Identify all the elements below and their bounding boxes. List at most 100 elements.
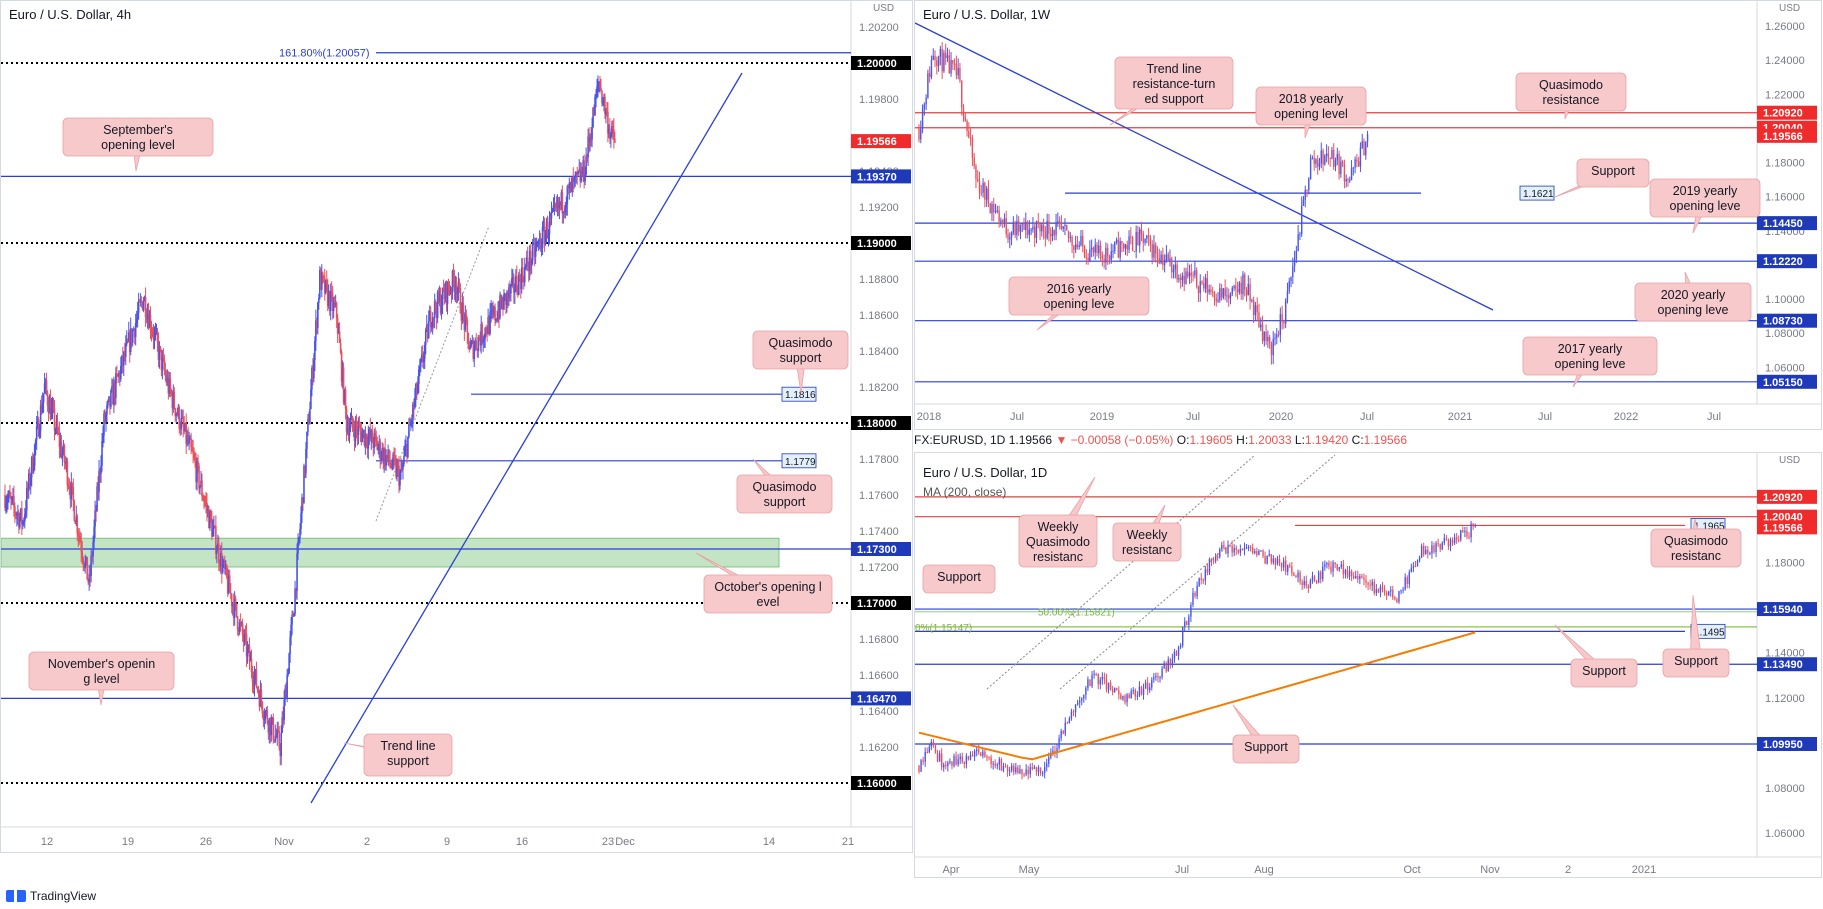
candle-4h-body [64, 462, 67, 464]
callout-box [922, 564, 996, 594]
price-tag-box [851, 776, 911, 790]
candle-4h-body [162, 357, 165, 360]
candle-4h-body [574, 174, 577, 178]
candle-1d-body [1453, 537, 1456, 544]
candle-1w-body [1308, 178, 1310, 191]
callout-box [1515, 72, 1627, 112]
candle-4h-body [540, 247, 543, 249]
candle-4h-body [356, 428, 359, 435]
candle-1d-body [1165, 663, 1167, 672]
candle-1w-body [994, 211, 997, 213]
chart-4h-panel[interactable]: 1.202001.198001.194001.192001.188001.186… [0, 0, 913, 853]
candle-4h-body [345, 408, 348, 432]
candle-4h-body [299, 528, 301, 538]
candle-1d-body [1332, 562, 1334, 572]
candle-4h-body [24, 510, 27, 515]
candle-1w-body [1356, 159, 1358, 162]
candle-4h-body [104, 413, 106, 422]
candle-4h-body [37, 419, 40, 437]
candle-1w-body [1341, 161, 1344, 166]
chart-1w-panel[interactable]: 1.26000 1.24000 1.22000 1.18000 1.16000 1.140… [914, 0, 1822, 430]
x-tick-label: Jul [1186, 411, 1200, 423]
candle-4h-body [239, 621, 242, 624]
candle-1d-body [1212, 560, 1215, 562]
candle-4h-body [546, 222, 549, 238]
candle-4h-body [285, 688, 287, 698]
tradingview-brand[interactable]: TradingView [6, 889, 96, 903]
candle-4h-body [443, 291, 446, 299]
candle-4h-body [61, 453, 64, 458]
open-label: O: [1176, 433, 1190, 447]
candle-4h-body [248, 646, 251, 662]
candle-1d-body [1433, 545, 1435, 553]
candle-4h-body [11, 497, 13, 500]
candle-1d-body [1064, 722, 1066, 734]
candle-1d-body [1169, 659, 1172, 666]
candle-1w-body [1350, 168, 1353, 180]
candle-4h-body [393, 454, 395, 459]
candle-1w-body [1000, 220, 1002, 222]
callout-line: Support [1674, 654, 1718, 668]
candle-1d-body [1048, 757, 1050, 764]
candle-4h-body [550, 212, 553, 219]
candle-1w-body [1224, 288, 1226, 296]
candle-4h-body [542, 226, 545, 228]
candle-4h-body [63, 445, 66, 463]
price-tag-box [851, 56, 911, 70]
candle-4h-body [52, 406, 55, 409]
candle-4h-body [462, 303, 465, 314]
candle-4h-body [158, 346, 161, 360]
candle-4h-body [303, 465, 305, 504]
candle-1d-body [1427, 549, 1429, 554]
candle-1d-body [1023, 774, 1025, 776]
candle-1d-body [1392, 589, 1394, 598]
y-tick-label: 1.18000 [1765, 158, 1805, 170]
candle-1w-body [1195, 270, 1198, 287]
candle-4h-body [348, 428, 351, 437]
candle-4h-body [207, 509, 209, 511]
price-tag: 1.12220 [1763, 256, 1803, 268]
candle-4h-body [458, 281, 461, 289]
candle-4h-body [74, 520, 77, 524]
callout-box [736, 474, 833, 514]
low-value: 1.19420 [1304, 433, 1349, 447]
candle-1w-body [1089, 249, 1091, 262]
x-tick-label: 9 [444, 836, 450, 848]
candle-4h-body [603, 96, 605, 103]
candle-4h-body [367, 436, 370, 449]
candle-4h-body [512, 277, 514, 279]
candle-4h-body [559, 202, 562, 206]
chart-1d-panel[interactable]: 1.18000 1.14000 1.12000 1.08000 1.06000 USD Ap… [914, 452, 1822, 878]
candle-4h-body [377, 447, 380, 451]
candle-4h-body [379, 440, 382, 460]
candle-1d-body [1130, 691, 1132, 699]
candle-1w-body [1236, 289, 1239, 293]
close-label: C: [1351, 433, 1364, 447]
y-tick-label: 1.16600 [859, 670, 899, 682]
candle-4h-body [485, 327, 487, 334]
candle-4h-body [263, 719, 266, 721]
candle-4h-body [81, 551, 84, 559]
candle-1d-body [1099, 679, 1101, 685]
candle-4h-body [361, 432, 364, 442]
candle-4h-body [152, 334, 155, 340]
candle-1d-body [1385, 592, 1388, 596]
price-tag: 1.19566 [1763, 522, 1803, 534]
candle-4h-body [558, 202, 561, 209]
candle-1d-body [1423, 545, 1425, 555]
candle-1d-body [1095, 673, 1097, 675]
tradingview-logo-icon [6, 890, 26, 902]
candle-1d-body [1237, 549, 1239, 553]
candle-4h-body [159, 346, 162, 350]
candle-1w-body [1258, 312, 1260, 328]
candle-4h-body [578, 169, 580, 172]
candle-1w-body [1067, 230, 1070, 238]
callout-line: support [764, 495, 806, 509]
candle-1w-body [1158, 258, 1160, 264]
candle-1w-body [1010, 232, 1013, 238]
candle-4h-body [143, 296, 146, 301]
candle-4h-body [537, 240, 540, 243]
candle-1w-body [1324, 155, 1326, 165]
candle-1d-body [1186, 621, 1188, 626]
candle-4h-body [251, 672, 254, 683]
